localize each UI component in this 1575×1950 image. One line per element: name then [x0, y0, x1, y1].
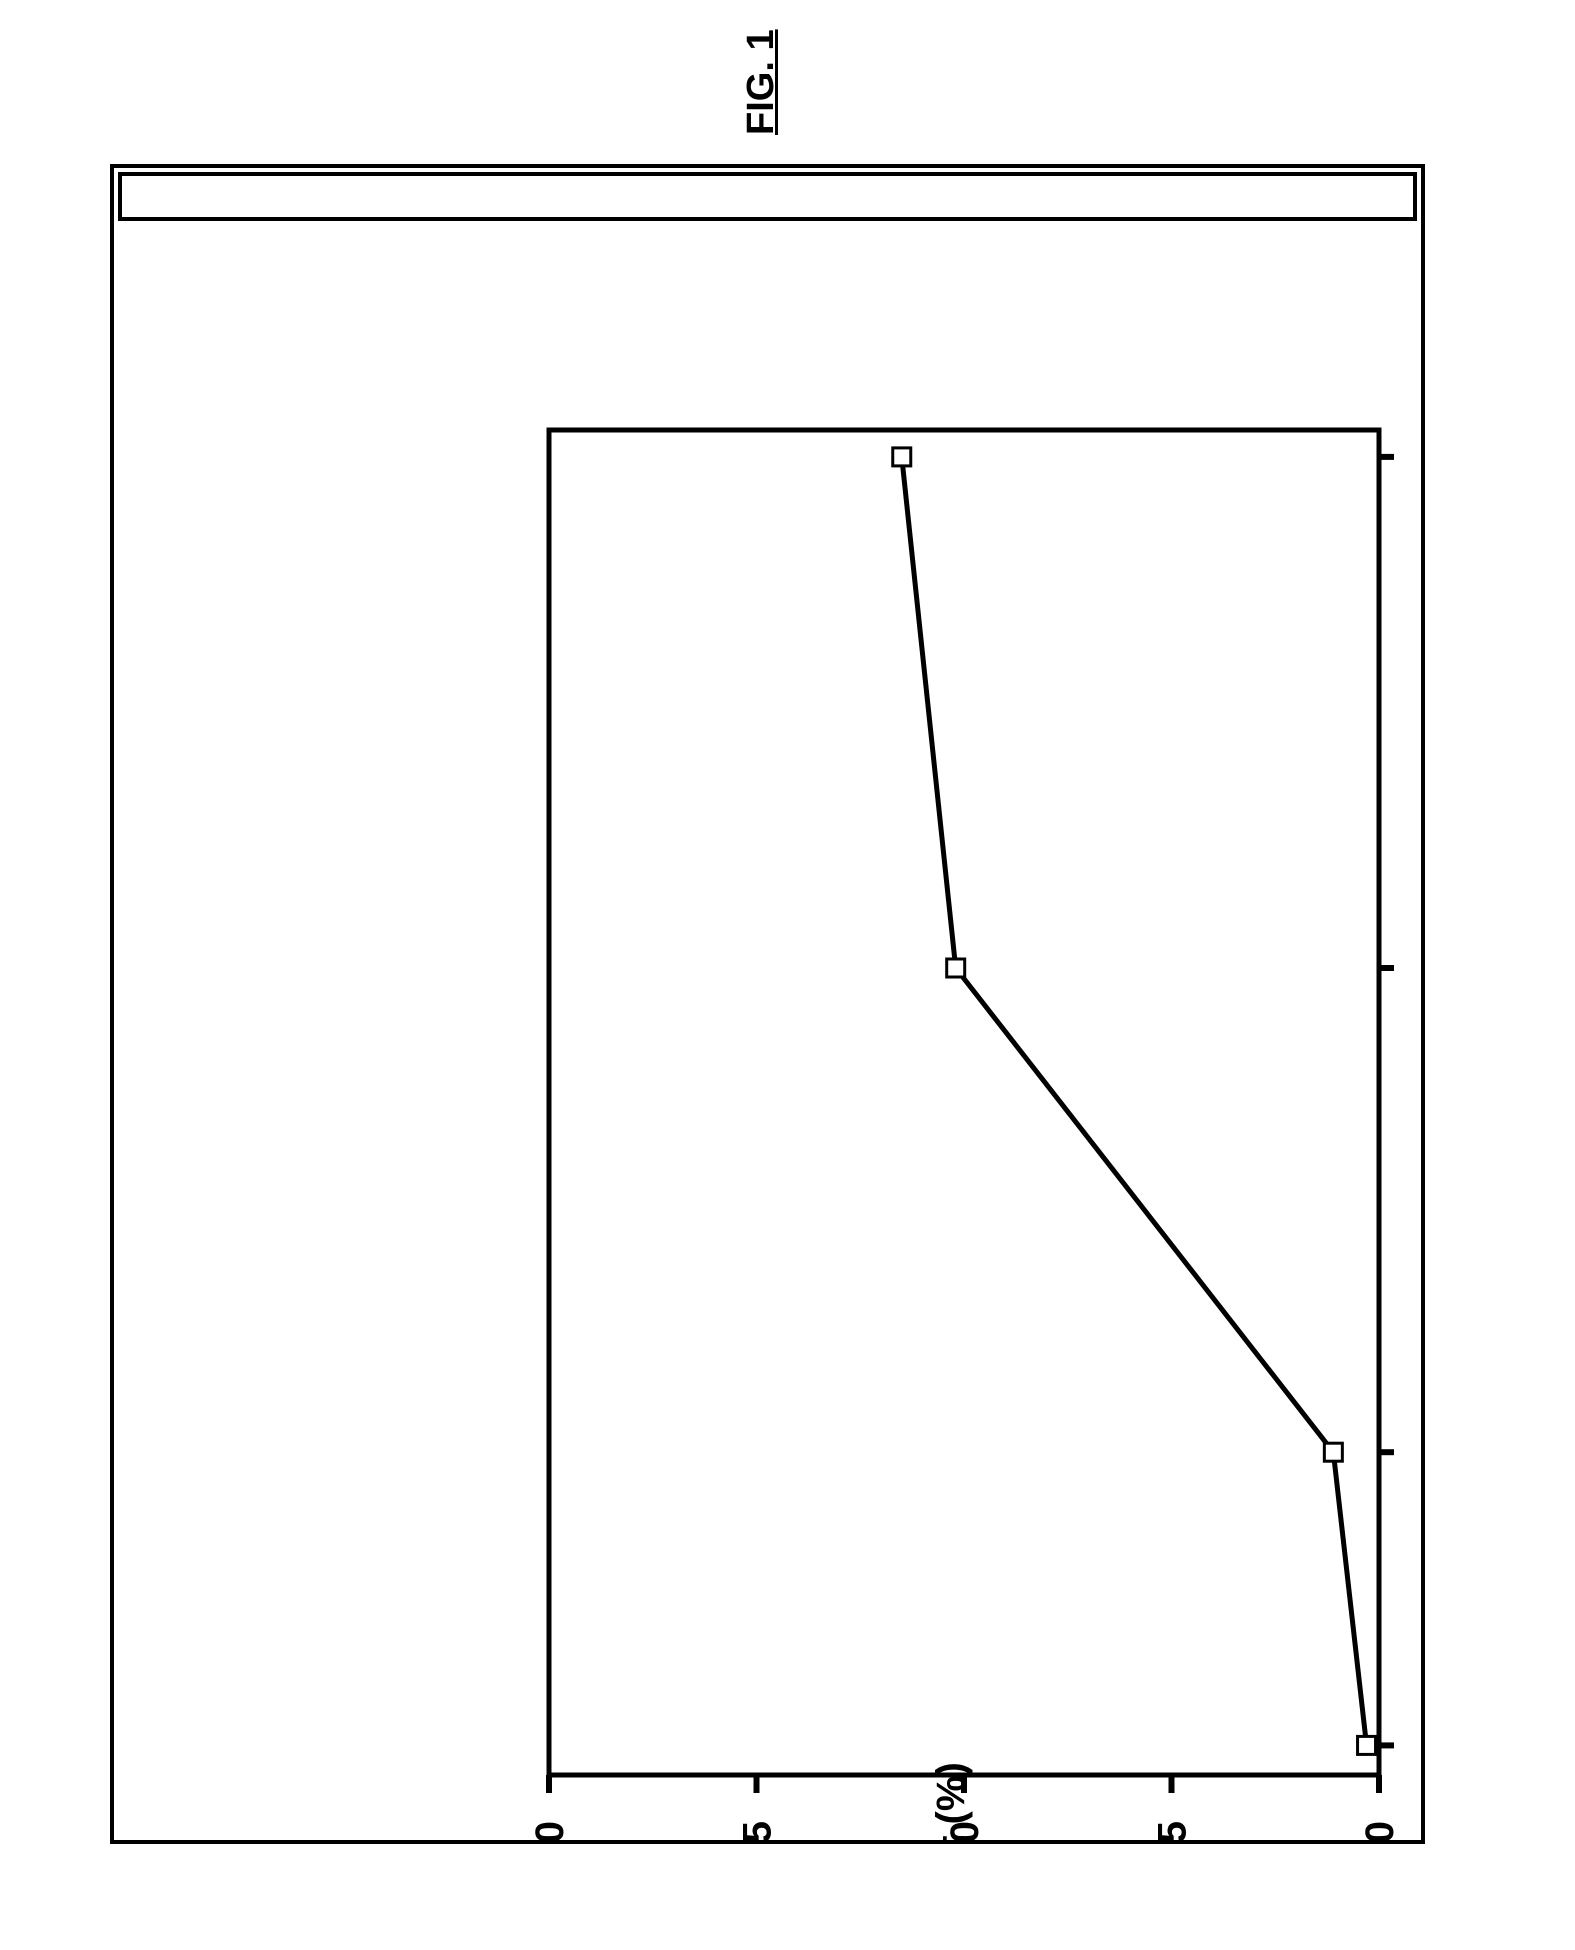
figure-title: FIG. 1	[740, 29, 783, 135]
data-marker	[893, 448, 911, 466]
x-tick-label: 20	[1416, 1725, 1425, 1765]
data-marker	[947, 959, 965, 977]
y-tick-label: 2.0	[528, 1821, 572, 1840]
inner-header-bar	[118, 172, 1417, 221]
moisture-chart: 00.51.01.52.0Moisture content (%)2058759…	[207, 225, 1425, 1840]
page: FIG. 1 00.51.01.52.0Moisture content (%)…	[0, 0, 1575, 1950]
y-tick-label: 1.5	[736, 1821, 780, 1840]
data-marker	[1324, 1443, 1342, 1461]
data-marker	[1358, 1736, 1376, 1754]
y-axis-label: Moisture content (%)	[929, 1762, 973, 1840]
x-tick-label: 75	[1416, 948, 1425, 988]
y-tick-label: 0.5	[1151, 1821, 1195, 1840]
data-line	[902, 457, 1367, 1746]
plot-border	[549, 430, 1379, 1775]
x-tick-label: 58	[1416, 1432, 1425, 1472]
x-tick-label: 95	[1416, 437, 1425, 477]
y-tick-label: 0	[1358, 1821, 1402, 1840]
